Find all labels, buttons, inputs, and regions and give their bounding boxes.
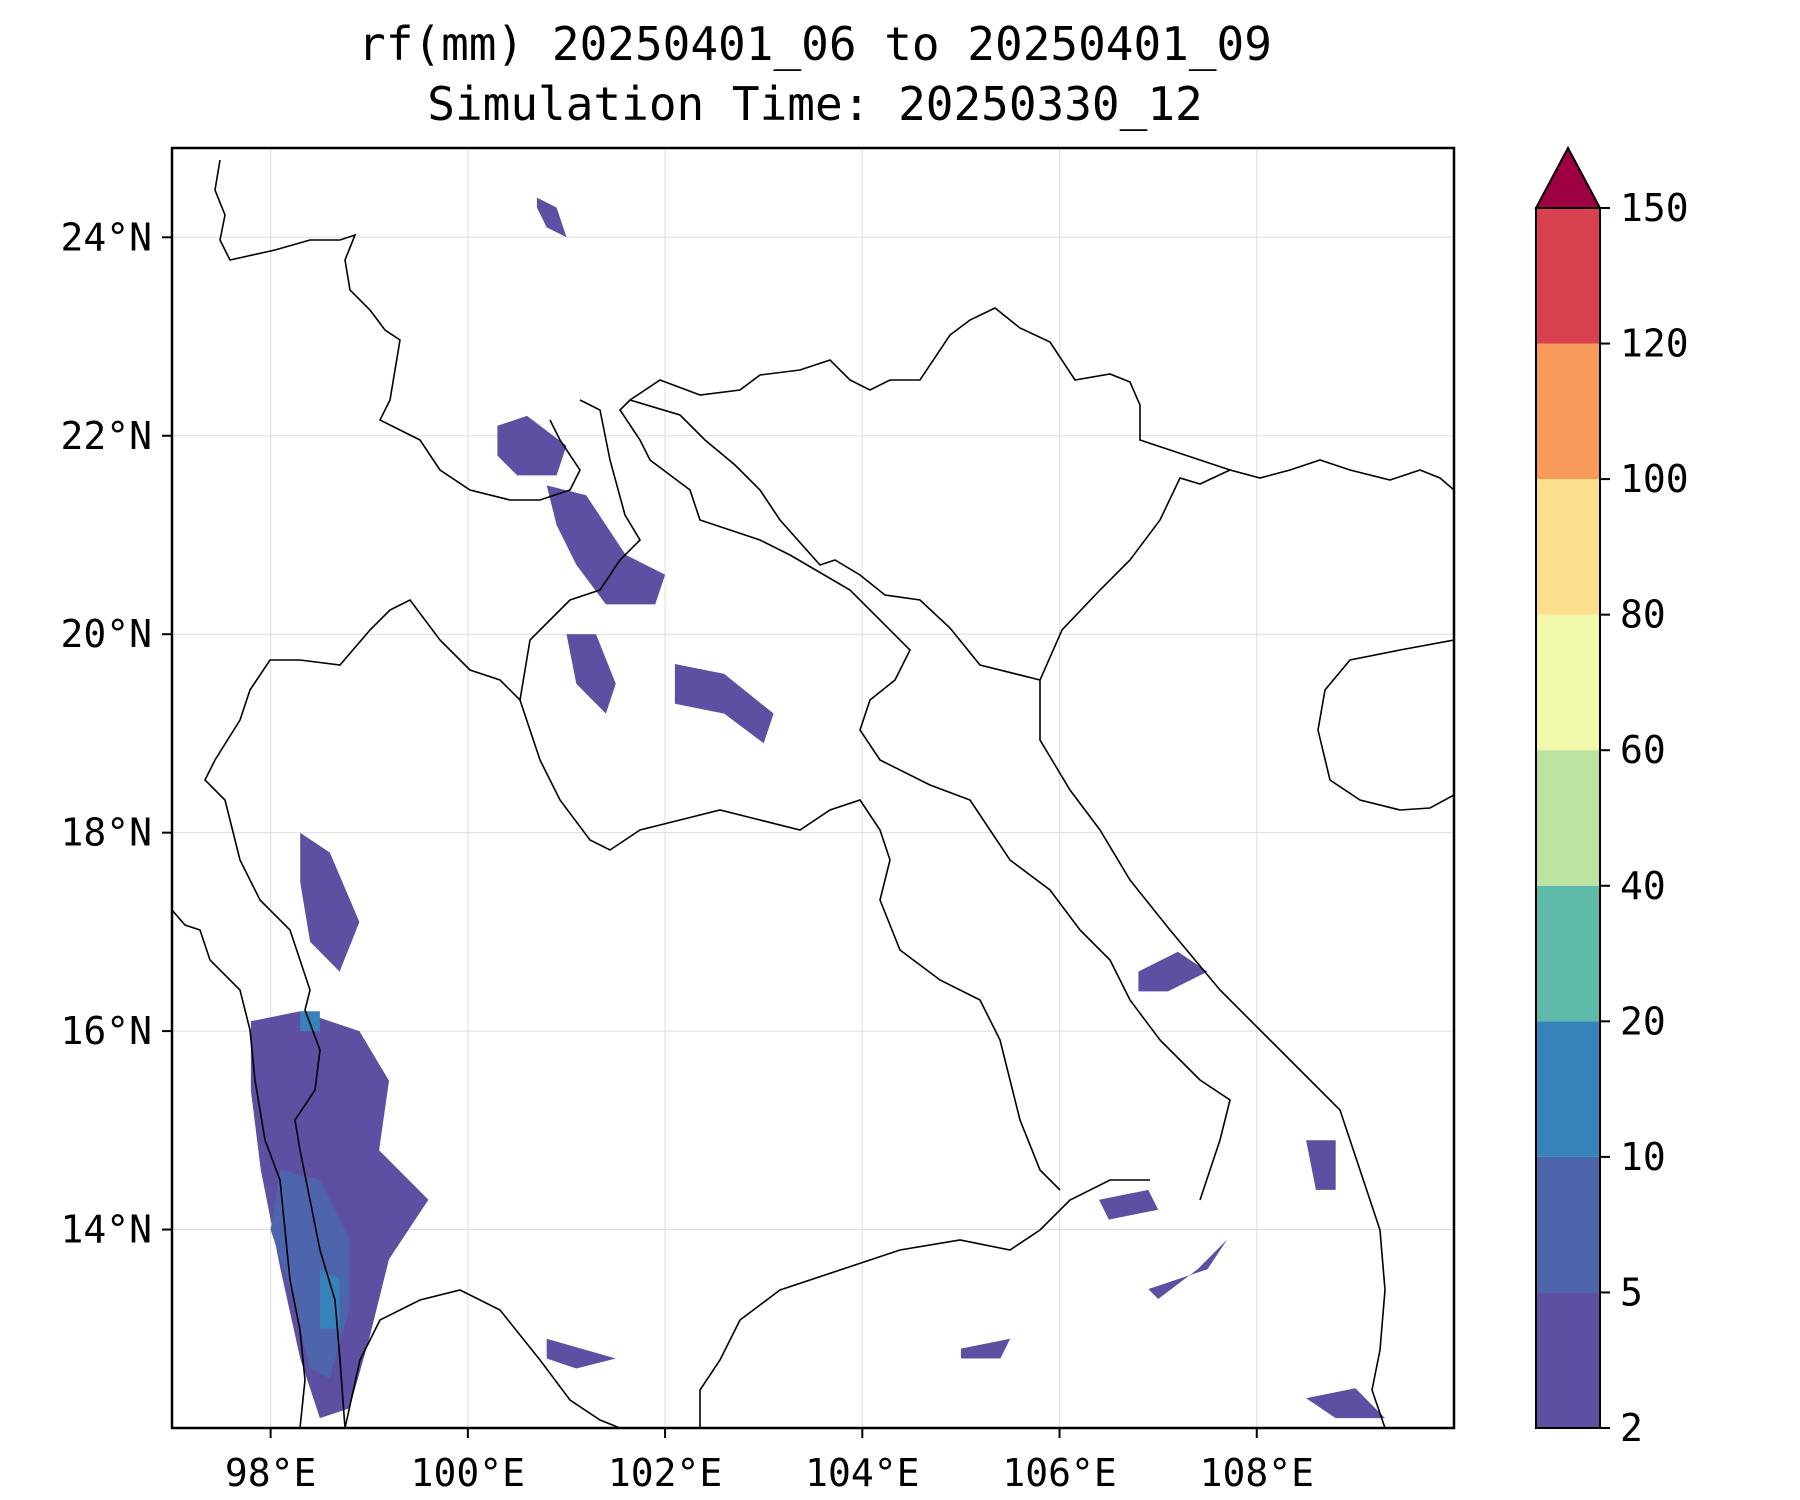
rain-area [1148, 1239, 1228, 1299]
y-tick-label: 22°N [60, 414, 152, 458]
colorbar-tick-label: 80 [1620, 593, 1666, 637]
country-borders [172, 159, 1454, 1428]
colorbar-segment [1536, 208, 1600, 344]
colorbar-tick-label: 120 [1620, 322, 1689, 366]
chart-title: rf(mm) 20250401_06 to 20250401_09 [358, 17, 1272, 71]
colorbar-segment [1536, 1292, 1600, 1428]
map-frame [170, 146, 1456, 1430]
colorbar-tick-label: 20 [1620, 999, 1666, 1043]
border-myanmar-thailand [204, 598, 521, 1428]
y-tick-label: 16°N [60, 1009, 152, 1053]
rain-area [566, 634, 616, 714]
border-china-vietnam-laos [629, 307, 1231, 471]
rain-area [546, 1338, 616, 1369]
colorbar-tick-label: 60 [1620, 728, 1666, 772]
rain-area [497, 415, 567, 476]
colorbar-tick-label: 2 [1620, 1406, 1643, 1450]
rain-area [536, 197, 567, 238]
x-axis: 98°E 100°E 102°E 104°E 106°E 108°E [225, 1428, 1314, 1495]
colorbar-tick-label: 150 [1620, 186, 1689, 230]
colorbar-tick-label: 10 [1620, 1135, 1666, 1179]
map-panel: 98°E 100°E 102°E 104°E 106°E 108°E 14°N 16°N 18… [60, 146, 1456, 1495]
y-tick-label: 24°N [60, 215, 152, 259]
x-tick-label: 102°E [608, 1451, 722, 1495]
rain-area [1138, 951, 1208, 992]
colorbar-tick-label: 100 [1620, 457, 1689, 501]
rain-area [960, 1338, 1011, 1359]
y-axis: 14°N 16°N 18°N 20°N 22°N 24°N [60, 215, 172, 1252]
rain-area [1306, 1140, 1336, 1190]
rain-area [674, 664, 774, 744]
colorbar-tick-label: 5 [1620, 1270, 1643, 1314]
y-tick-label: 18°N [60, 811, 152, 855]
chart-subtitle: Simulation Time: 20250330_12 [427, 77, 1202, 131]
y-tick-label: 14°N [60, 1208, 152, 1252]
coastline-myanmar-west [172, 909, 306, 1428]
y-tick-label: 20°N [60, 612, 152, 656]
coastline-hainan [1317, 639, 1454, 811]
gridlines [172, 148, 1454, 1428]
colorbar-tick-label: 40 [1620, 864, 1666, 908]
x-tick-label: 106°E [1002, 1451, 1116, 1495]
rain-area [250, 1011, 429, 1419]
colorbar-segment [1536, 614, 1600, 751]
x-tick-label: 104°E [805, 1451, 919, 1495]
border-china-myanmar [214, 159, 581, 501]
x-tick-label: 98°E [225, 1451, 317, 1495]
colorbar: 2 5 10 20 40 60 80 100 120 150 [1534, 145, 1689, 1450]
coastline-gulf-thailand [344, 1289, 621, 1428]
x-tick-label: 108°E [1200, 1451, 1314, 1495]
colorbar-extend-triangle [1534, 145, 1602, 209]
colorbar-segment [1536, 1156, 1600, 1293]
rain-area [319, 1269, 340, 1329]
border-myanmar-laos-thailand [519, 399, 1061, 1191]
x-tick-label: 100°E [411, 1451, 525, 1495]
rain-area [1099, 1189, 1159, 1220]
border-laos-vietnam [618, 399, 1231, 1201]
colorbar-segment [1536, 750, 1600, 886]
colorbar-segment [1536, 479, 1600, 615]
colorbar-segment [1536, 343, 1600, 480]
rainfall-contours [250, 197, 1385, 1419]
colorbar-frame [1535, 207, 1601, 1429]
rain-area [1306, 1388, 1385, 1419]
rain-area [300, 832, 360, 972]
colorbar-segment [1536, 885, 1600, 1022]
border-cambodia-thailand [699, 1179, 1150, 1428]
rain-area [546, 485, 666, 605]
colorbar-segment [1536, 1021, 1600, 1157]
